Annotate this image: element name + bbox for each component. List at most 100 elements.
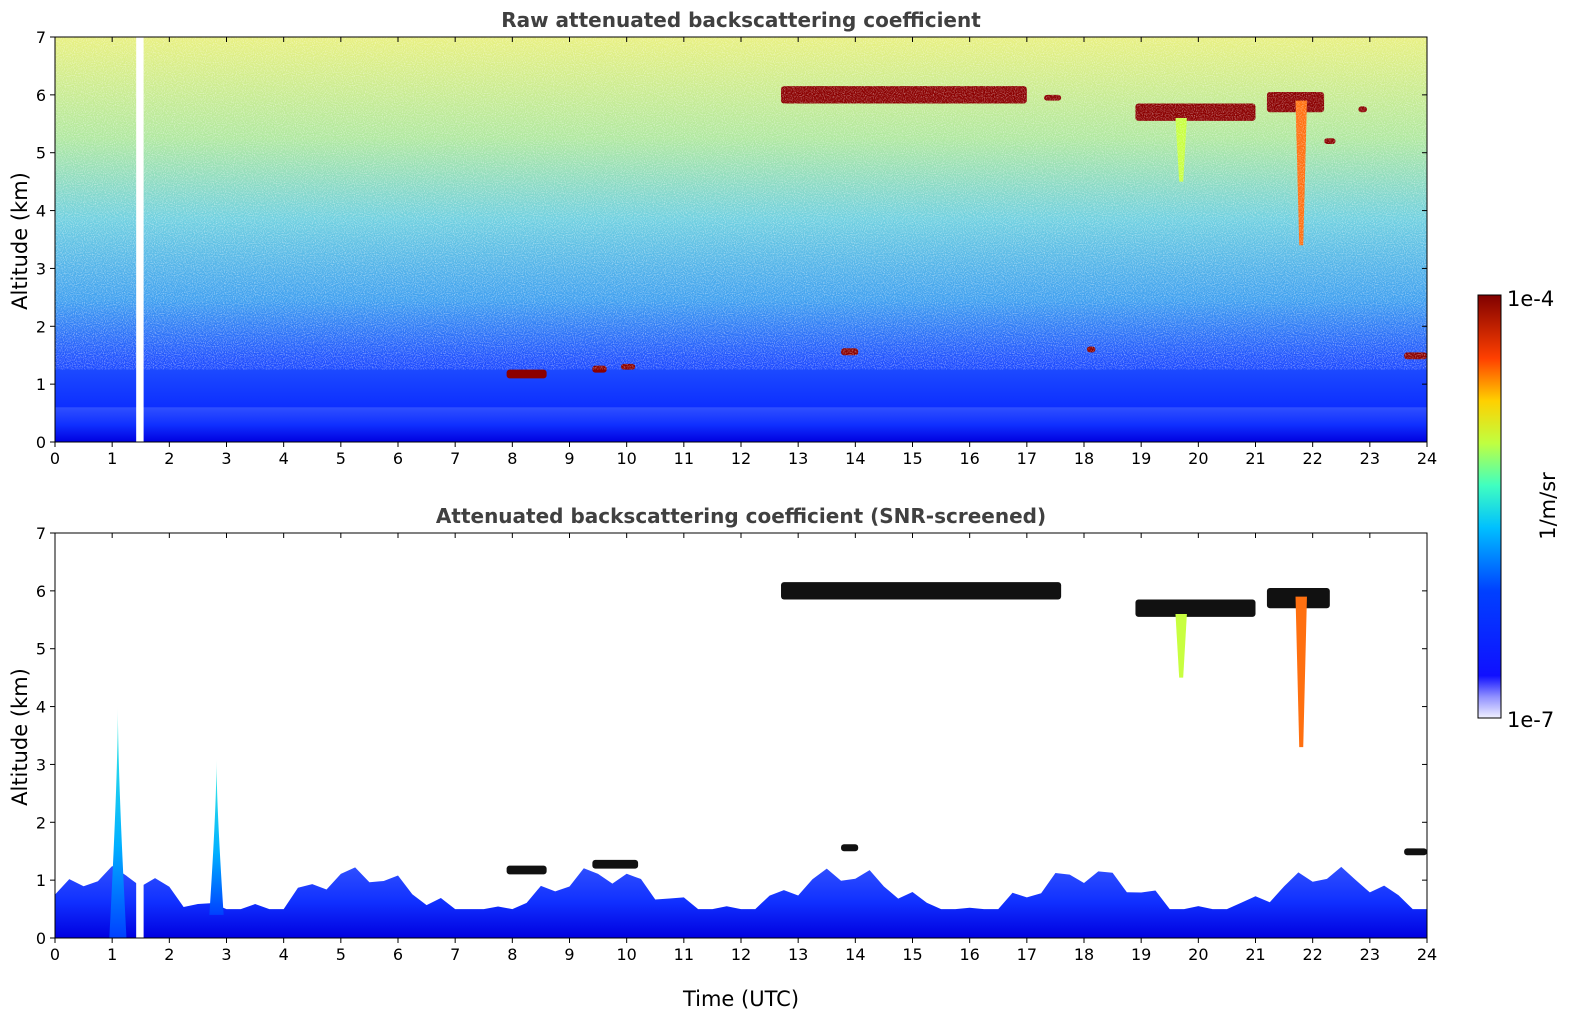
- x-tick-label: 17: [1017, 945, 1037, 964]
- x-tick-label: 10: [616, 449, 636, 468]
- cloud-mark: [506, 865, 547, 875]
- x-tick-label: 9: [564, 449, 574, 468]
- y-tick-label: 5: [36, 144, 46, 163]
- y-tick-label: 6: [36, 86, 46, 105]
- y-tick-label: 4: [36, 202, 46, 221]
- x-tick-label: 11: [674, 449, 694, 468]
- raw-x-ticks: 0 1 2 3 4 5 6 7 8 9 10 11 12 13 14 15 16 17 18 19 20 21 22 23 24: [50, 37, 1437, 468]
- x-tick-label: 22: [1302, 449, 1322, 468]
- raw-backscatter-panel: Raw attenuated backscattering coefficien…: [8, 8, 1437, 468]
- x-tick-label: 8: [507, 945, 517, 964]
- x-tick-label: 8: [507, 449, 517, 468]
- x-tick-label: 1: [107, 449, 117, 468]
- x-tick-label: 12: [731, 449, 751, 468]
- x-tick-label: 2: [164, 945, 174, 964]
- cloud-mark: [1404, 848, 1427, 856]
- y-tick-label: 4: [36, 698, 46, 717]
- noise-overlay: [55, 37, 1427, 370]
- screened-plot-area: [54, 532, 1428, 939]
- x-tick-label: 18: [1074, 945, 1094, 964]
- y-tick-label: 7: [36, 28, 46, 47]
- y-tick-label: 3: [36, 259, 46, 278]
- raw-y-ticks: 0 1 2 3 4 5 6 7: [36, 28, 1427, 452]
- x-tick-label: 24: [1417, 945, 1437, 964]
- x-tick-label: 22: [1302, 945, 1322, 964]
- x-tick-label: 20: [1188, 945, 1208, 964]
- screened-backscatter-panel: Attenuated backscattering coefficient (S…: [8, 504, 1437, 1011]
- cloud-mark: [506, 369, 547, 379]
- y-tick-label: 3: [36, 755, 46, 774]
- y-tick-label: 6: [36, 582, 46, 601]
- x-axis-label: Time (UTC): [682, 987, 799, 1011]
- x-tick-label: 4: [279, 449, 289, 468]
- colorbar-gradient: [1477, 294, 1502, 719]
- x-tick-label: 15: [902, 945, 922, 964]
- x-tick-label: 0: [50, 945, 60, 964]
- x-tick-label: 21: [1245, 945, 1265, 964]
- x-tick-label: 7: [450, 945, 460, 964]
- cloud-mark: [841, 844, 859, 852]
- y-tick-label: 1: [36, 375, 46, 394]
- x-tick-label: 14: [845, 449, 865, 468]
- data-gap-mark: [136, 533, 144, 938]
- screened-x-ticks: 0 1 2 3 4 5 6 7 8 9 10 11 12 13 14 15 16 17 18 19 20 21 22 23 24: [50, 533, 1437, 964]
- colorbar-min-label: 1e-7: [1507, 708, 1554, 732]
- x-tick-label: 3: [221, 449, 231, 468]
- screened-y-axis-label: Altitude (km): [8, 668, 32, 806]
- x-tick-label: 14: [845, 945, 865, 964]
- virga-mark: [1295, 596, 1307, 748]
- x-tick-label: 21: [1245, 449, 1265, 468]
- x-tick-label: 2: [164, 449, 174, 468]
- cloud-mark: [1135, 599, 1256, 617]
- x-tick-label: 4: [279, 945, 289, 964]
- x-tick-label: 11: [674, 945, 694, 964]
- x-tick-label: 19: [1131, 449, 1151, 468]
- colorbar: 1e-4 1e-7 1/m/sr: [1477, 287, 1560, 732]
- x-tick-label: 23: [1360, 945, 1380, 964]
- x-tick-label: 18: [1074, 449, 1094, 468]
- x-tick-label: 3: [221, 945, 231, 964]
- x-tick-label: 7: [450, 449, 460, 468]
- x-tick-label: 12: [731, 945, 751, 964]
- plume-mark: [109, 706, 127, 938]
- x-tick-label: 9: [564, 945, 574, 964]
- y-tick-label: 2: [36, 317, 46, 336]
- x-tick-label: 5: [336, 945, 346, 964]
- y-tick-label: 1: [36, 871, 46, 890]
- virga-mark: [1175, 614, 1187, 678]
- cloud-mark: [781, 582, 1062, 600]
- colorbar-unit-label: 1/m/sr: [1536, 472, 1560, 540]
- boundary-layer-mark: [55, 866, 1427, 938]
- x-tick-label: 16: [959, 449, 979, 468]
- cloud-mark: [592, 859, 639, 869]
- x-tick-label: 20: [1188, 449, 1208, 468]
- x-tick-label: 10: [616, 945, 636, 964]
- x-tick-label: 6: [393, 449, 403, 468]
- y-tick-label: 0: [36, 433, 46, 452]
- y-tick-label: 5: [36, 640, 46, 659]
- raw-panel-title: Raw attenuated backscattering coefficien…: [501, 8, 981, 32]
- x-tick-label: 6: [393, 945, 403, 964]
- x-tick-label: 19: [1131, 945, 1151, 964]
- colorbar-max-label: 1e-4: [1507, 287, 1554, 311]
- screened-y-ticks: 0 1 2 3 4 5 6 7: [36, 524, 1427, 948]
- x-tick-label: 24: [1417, 449, 1437, 468]
- x-tick-label: 1: [107, 945, 117, 964]
- y-tick-label: 2: [36, 813, 46, 832]
- x-tick-label: 0: [50, 449, 60, 468]
- y-tick-label: 7: [36, 524, 46, 543]
- x-tick-label: 23: [1360, 449, 1380, 468]
- x-tick-label: 16: [959, 945, 979, 964]
- x-tick-label: 5: [336, 449, 346, 468]
- x-tick-label: 13: [788, 945, 808, 964]
- plume-mark: [209, 758, 224, 915]
- x-tick-label: 15: [902, 449, 922, 468]
- x-tick-label: 17: [1017, 449, 1037, 468]
- x-tick-label: 13: [788, 449, 808, 468]
- screened-panel-title: Attenuated backscattering coefficient (S…: [436, 504, 1046, 528]
- plot-background: [55, 533, 1427, 938]
- raw-plot-area: [54, 36, 1428, 443]
- y-tick-label: 0: [36, 929, 46, 948]
- raw-y-axis-label: Altitude (km): [8, 172, 32, 310]
